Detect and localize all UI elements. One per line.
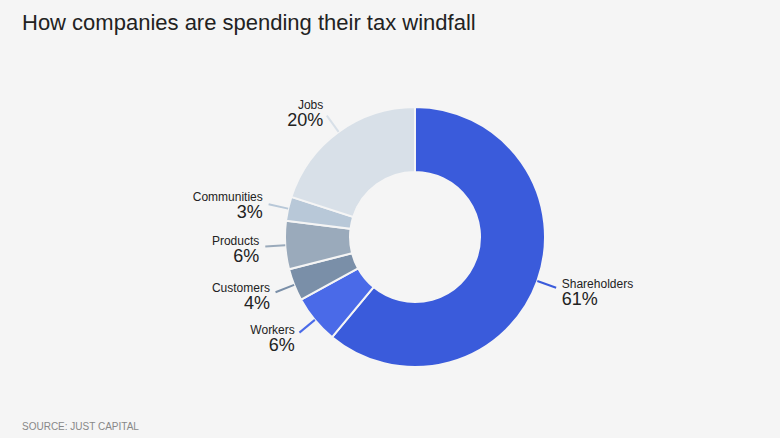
svg-text:Customers: Customers — [211, 281, 270, 296]
svg-text:Jobs: Jobs — [297, 97, 324, 112]
svg-text:Shareholders: Shareholders — [561, 276, 634, 291]
svg-text:Products: Products — [211, 233, 260, 248]
html-text:SOURCE: JUST CAPITAL: SOURCE: JUST CAPITAL — [22, 421, 139, 432]
svg-text:20%: 20% — [287, 110, 323, 130]
html-text:How companies are spending the: How companies are spending their tax win… — [22, 10, 476, 35]
svg-text:6%: 6% — [233, 246, 259, 266]
svg-text:Communities: Communities — [192, 190, 263, 204]
svg-text:4%: 4% — [244, 293, 270, 313]
svg-text:Workers: Workers — [250, 323, 295, 338]
svg-text:6%: 6% — [269, 335, 295, 355]
svg-text:61%: 61% — [562, 289, 598, 309]
svg-text:3%: 3% — [237, 202, 263, 222]
